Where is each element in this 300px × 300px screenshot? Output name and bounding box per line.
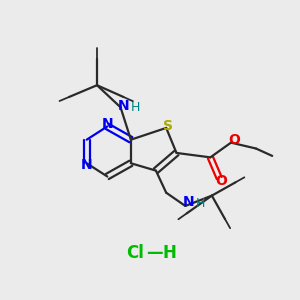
- Text: —: —: [146, 244, 163, 262]
- Text: Cl: Cl: [126, 244, 144, 262]
- Text: O: O: [228, 133, 240, 147]
- Text: N: N: [118, 99, 129, 113]
- Text: H: H: [162, 244, 176, 262]
- Text: N: N: [183, 195, 195, 209]
- Text: H: H: [131, 101, 141, 114]
- Text: S: S: [163, 119, 173, 133]
- Text: N: N: [101, 117, 113, 131]
- Text: O: O: [215, 174, 227, 188]
- Text: N: N: [81, 158, 92, 172]
- Text: H: H: [196, 197, 205, 210]
